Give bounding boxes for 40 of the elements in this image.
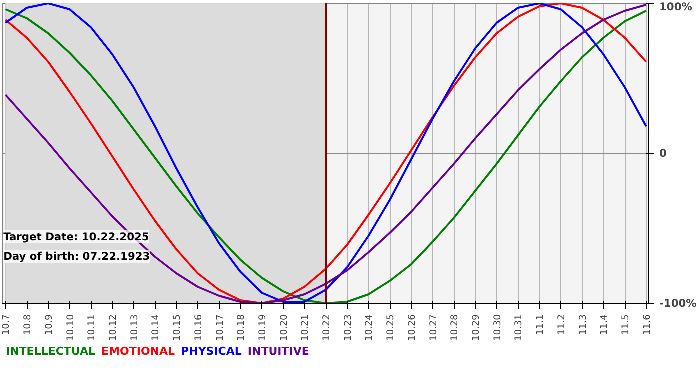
x-tick-label: 10.24 <box>364 314 376 342</box>
x-tick-label: 10.10 <box>65 314 76 342</box>
x-tick-label: 11.4 <box>599 314 610 336</box>
text: PHYSICAL <box>181 345 242 358</box>
x-tick-label: 10.8 <box>22 314 34 336</box>
text: INTUITIVE <box>248 345 310 358</box>
x-tick-label: 10.11 <box>86 314 98 342</box>
x-tick-label: 10.29 <box>471 314 482 342</box>
x-tick-label: 10.30 <box>492 314 504 342</box>
y-tick-label: -100% <box>660 297 698 310</box>
x-tick-label: 10.25 <box>386 314 397 342</box>
x-tick-label: 10.20 <box>278 314 290 342</box>
x-tick-label: 10.16 <box>193 314 204 342</box>
y-tick-label: 100% <box>660 0 693 14</box>
x-tick-label: 11.6 <box>642 314 653 336</box>
y-tick-label: 0 <box>660 147 667 160</box>
annotation: Target Date: 10.22.2025 <box>4 230 150 244</box>
annotation: Day of birth: 07.22.1923 <box>4 250 150 263</box>
x-tick-label: 10.15 <box>172 314 184 342</box>
x-tick-label: 10.19 <box>257 314 268 342</box>
x-tick-label: 10.21 <box>300 314 312 342</box>
text: EMOTIONAL <box>102 345 176 358</box>
x-tick-label: 10.23 <box>342 314 354 342</box>
x-tick-label: 11.2 <box>556 314 568 336</box>
x-tick-label: 10.12 <box>108 314 119 342</box>
x-tick-label: 10.26 <box>406 314 418 342</box>
x-tick-label: 10.14 <box>150 314 162 342</box>
x-tick-label: 10.22 <box>322 314 333 342</box>
x-tick-label: 11.1 <box>535 314 546 336</box>
text: INTELLECTUAL <box>6 345 96 358</box>
x-tick-label: 10.7 <box>1 314 12 336</box>
x-tick-label: 10.13 <box>129 314 140 342</box>
x-tick-label: 11.3 <box>578 314 589 336</box>
x-tick-label: 10.27 <box>428 314 440 342</box>
x-tick-label: 10.28 <box>450 314 461 342</box>
x-tick-label: 10.17 <box>214 314 226 342</box>
x-tick-label: 10.31 <box>514 314 525 342</box>
x-tick-label: 10.9 <box>44 314 55 336</box>
x-tick-label: 10.18 <box>236 314 248 342</box>
x-tick-label: 11.5 <box>620 314 632 336</box>
